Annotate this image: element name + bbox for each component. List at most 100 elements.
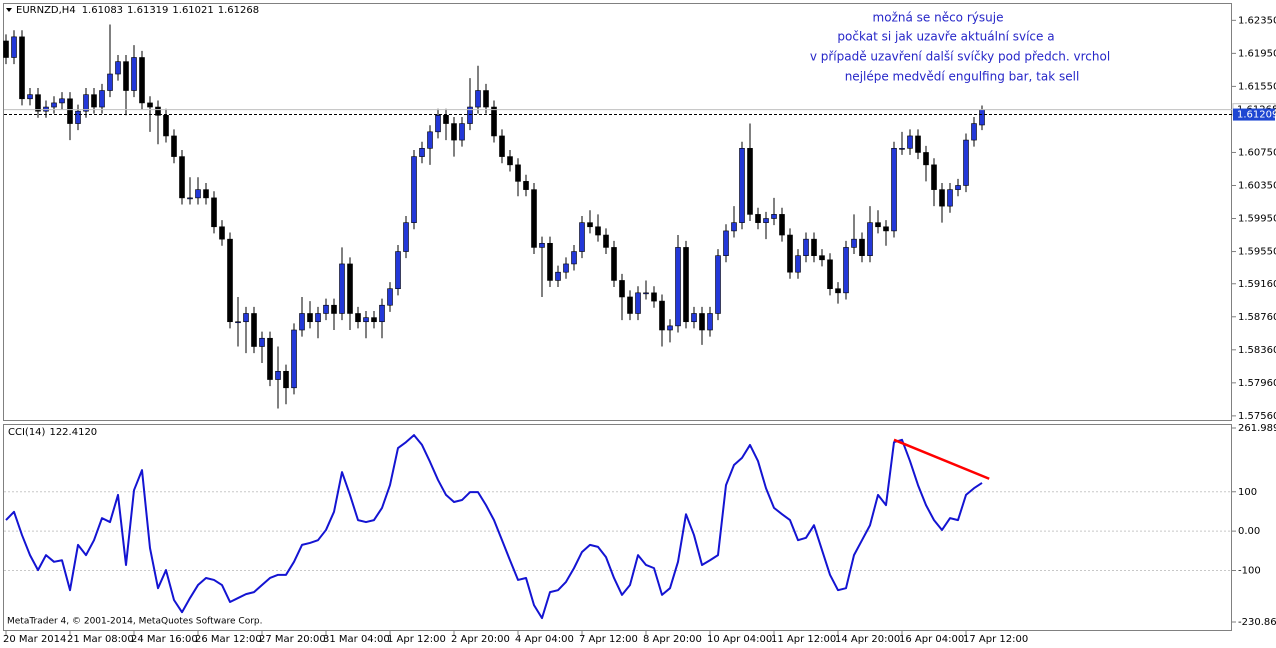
y-tick-label: 1.61950 [1238, 48, 1276, 59]
candle-body [371, 317, 377, 323]
candle-body [435, 115, 441, 133]
annotation: možná se něco rýsuje [873, 11, 1004, 25]
cci-header: CCI(14) 122.4120 [8, 427, 97, 438]
candle-body [539, 242, 545, 248]
x-tick-label: 27 Mar 20:00 [259, 634, 326, 645]
candle-body [787, 234, 793, 273]
candle-body [771, 214, 777, 219]
candle-body [275, 370, 281, 380]
candle-body [291, 329, 297, 389]
candle-body [587, 222, 593, 228]
candle-body [99, 90, 105, 108]
candle-body [11, 36, 17, 58]
candle-body [763, 218, 769, 223]
trendline [893, 438, 990, 480]
candle-body [651, 292, 657, 302]
candle-body [811, 238, 817, 256]
price-panel [3, 3, 1232, 421]
candle-body [475, 90, 481, 108]
candle-body [859, 238, 865, 256]
candle-body [83, 94, 89, 112]
candle-body [499, 135, 505, 157]
candle-body [3, 40, 9, 58]
y-tick-label: 1.57960 [1238, 378, 1276, 389]
symbol: EURNZD,H4 [16, 5, 76, 16]
candle-body [355, 313, 361, 323]
candle-body [331, 304, 337, 314]
candle-body [643, 292, 649, 295]
candle-body [67, 98, 73, 124]
y-tick-label: 1.60750 [1238, 147, 1276, 158]
candle-body [819, 255, 825, 261]
candle-body [827, 259, 833, 290]
y-tick-label: 1.59160 [1238, 279, 1276, 290]
candle-body [747, 148, 753, 215]
candle-body [931, 164, 937, 190]
candle-body [443, 115, 449, 124]
x-tick-label: 16 Apr 04:00 [899, 634, 964, 645]
candle-body [43, 106, 49, 112]
candle-body [835, 288, 841, 294]
annotation: počkat si jak uzavře aktuální svíce a [837, 30, 1054, 44]
candle-body [315, 313, 321, 323]
x-tick-label: 1 Apr 12:00 [387, 634, 446, 645]
candle-body [227, 238, 233, 323]
y-tick-label: -230.8665 [1238, 617, 1276, 628]
candle-body [923, 152, 929, 166]
candle-body [251, 313, 257, 347]
x-tick-label: 24 Mar 16:00 [131, 634, 198, 645]
candle-body [323, 304, 329, 314]
candle-body [347, 263, 353, 314]
candle-body [627, 296, 633, 314]
candle-body [915, 135, 921, 153]
y-tick-label: 1.59950 [1238, 214, 1276, 225]
candle-body [363, 317, 369, 323]
candle-body [979, 109, 985, 126]
candle-body [411, 156, 417, 223]
y-tick-label: 1.61550 [1238, 81, 1276, 92]
header-open: 1.61083 [82, 5, 123, 16]
candle-body [947, 189, 953, 207]
candle-body [75, 110, 81, 124]
candle-body [579, 222, 585, 252]
candle-body [283, 370, 289, 389]
candle-body [715, 255, 721, 314]
menu-arrow[interactable] [6, 8, 12, 12]
candle-body [51, 102, 57, 108]
x-tick-label: 14 Apr 20:00 [835, 634, 900, 645]
candle-body [267, 337, 273, 380]
candle-body [843, 247, 849, 294]
candle-body [235, 321, 241, 324]
candle-body [19, 36, 25, 100]
y-tick-label: 1.62350 [1238, 15, 1276, 26]
candle-body [667, 325, 673, 331]
candle-body [427, 131, 433, 149]
cci-value: 122.4120 [49, 427, 97, 438]
candle-body [875, 222, 881, 228]
header-low: 1.61021 [172, 5, 213, 16]
y-tick-label: 1.59550 [1238, 247, 1276, 258]
x-tick-label: 26 Mar 12:00 [195, 634, 262, 645]
candle-body [491, 106, 497, 137]
candle-body [603, 234, 609, 248]
x-tick-label: 2 Apr 20:00 [451, 634, 510, 645]
candle-body [459, 123, 465, 141]
candle-body [699, 313, 705, 331]
candle-body [555, 271, 561, 281]
y-tick-label: -100 [1238, 565, 1261, 576]
price-line-box [1233, 108, 1275, 121]
candle-body [547, 242, 553, 281]
candle-body [91, 94, 97, 108]
candle-body [483, 90, 489, 108]
x-tick-label: 8 Apr 20:00 [643, 634, 702, 645]
y-tick-label: 1.58760 [1238, 312, 1276, 323]
candle-body [523, 181, 529, 190]
candle-body [955, 185, 961, 190]
price-line-label: 1.61209 [1237, 110, 1276, 121]
candle-body [203, 189, 209, 199]
candle-body [395, 251, 401, 290]
y-tick-label: 1.60350 [1238, 180, 1276, 191]
candle-body [635, 292, 641, 314]
x-tick-label: 10 Apr 04:00 [707, 634, 772, 645]
candle-body [387, 288, 393, 306]
